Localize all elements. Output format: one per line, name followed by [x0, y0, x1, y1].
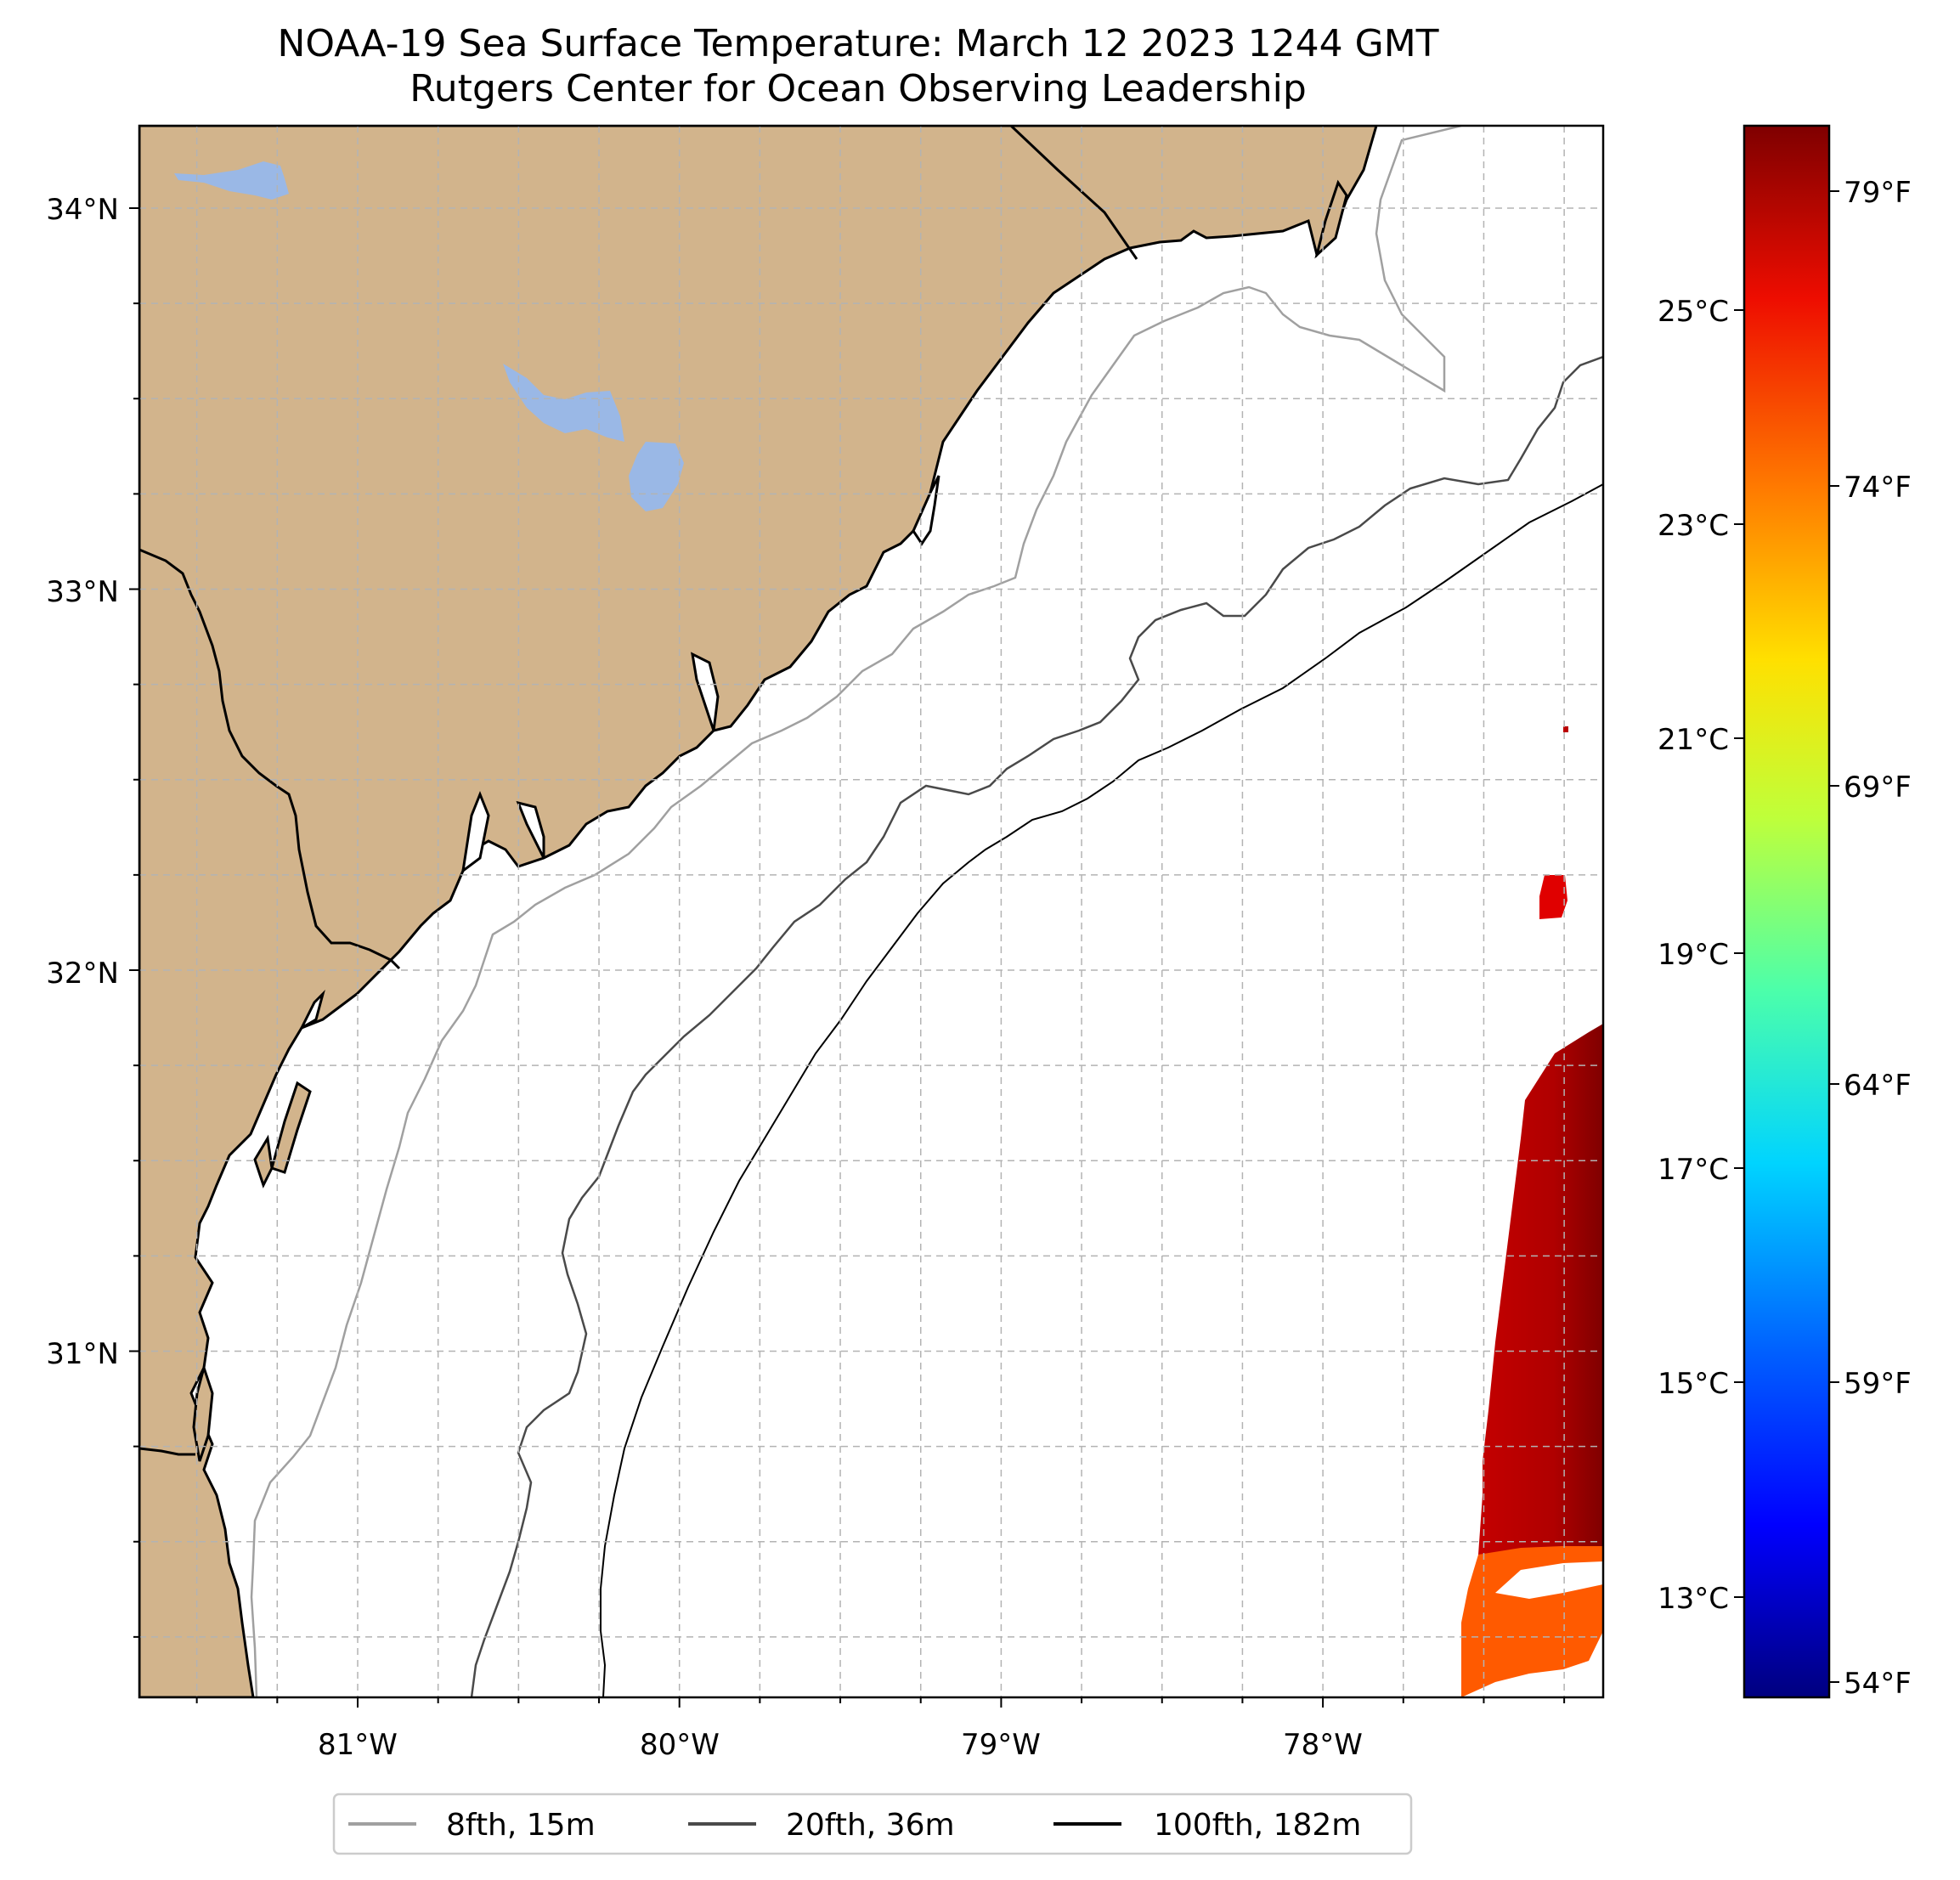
- cb-c-17: 17°C: [1658, 1153, 1729, 1187]
- cb-c-15: 15°C: [1658, 1367, 1729, 1401]
- cb-c-13: 13°C: [1658, 1582, 1729, 1616]
- colorbar-ticks: [1734, 190, 1839, 1683]
- estuary-cuts: [298, 475, 940, 1031]
- lake-marion: [503, 364, 624, 442]
- cb-f-64: 64°F: [1844, 1069, 1912, 1103]
- barrier-islands: [192, 179, 1348, 1462]
- sst-swath-main: [1478, 1024, 1603, 1555]
- lon-label-81: 81°W: [318, 1728, 398, 1762]
- legend: 8fth, 15m 20fth, 36m 100fth, 182m: [332, 1792, 1413, 1855]
- cb-c-23: 23°C: [1658, 509, 1729, 543]
- lon-label-80: 80°W: [640, 1728, 720, 1762]
- cb-f-79: 79°F: [1844, 176, 1912, 210]
- legend-label-8fth: 8fth, 15m: [446, 1808, 596, 1843]
- lat-label-33: 33°N: [46, 575, 119, 609]
- sst-swath-small-patch: [1539, 875, 1567, 919]
- cb-f-69: 69°F: [1844, 771, 1912, 805]
- cb-c-25: 25°C: [1658, 295, 1729, 329]
- lat-label-32: 32°N: [46, 957, 119, 991]
- contour-8fth: [250, 126, 1462, 1697]
- graticule: [139, 126, 1603, 1697]
- cb-f-74: 74°F: [1844, 471, 1912, 505]
- legend-box: [332, 1792, 1413, 1855]
- sst-swath-gap: [1495, 1561, 1603, 1599]
- land-mass: [139, 126, 1378, 1697]
- lon-label-79: 79°W: [961, 1728, 1041, 1762]
- legend-label-100fth: 100fth, 182m: [1154, 1808, 1361, 1843]
- legend-label-20fth: 20fth, 36m: [786, 1808, 955, 1843]
- map-subtitle: Rutgers Center for Ocean Observing Leade…: [410, 67, 1307, 110]
- sst-swath-speck: [1563, 726, 1568, 732]
- cb-c-19: 19°C: [1658, 938, 1729, 972]
- contour-20fth: [470, 355, 1603, 1697]
- colorbar: [1743, 124, 1831, 1699]
- axis-ticks: [129, 207, 1566, 1708]
- lat-label-34: 34°N: [46, 193, 119, 227]
- cb-f-59: 59°F: [1844, 1367, 1912, 1401]
- lake-wateree: [174, 161, 289, 200]
- map-panel[interactable]: [139, 126, 1603, 1697]
- lon-label-78: 78°W: [1283, 1728, 1363, 1762]
- lat-label-31: 31°N: [46, 1337, 119, 1371]
- cb-c-21: 21°C: [1658, 723, 1729, 757]
- cb-f-54: 54°F: [1844, 1667, 1912, 1701]
- contour-100fth: [600, 483, 1603, 1697]
- map-frame: [138, 124, 1605, 1699]
- map-title: NOAA-19 Sea Surface Temperature: March 1…: [277, 22, 1439, 65]
